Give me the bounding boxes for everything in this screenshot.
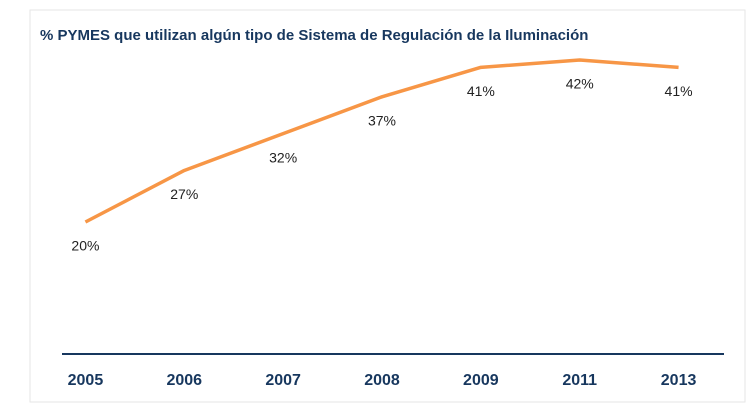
x-tick-label: 2011 <box>562 372 597 389</box>
chart-frame <box>29 9 746 403</box>
data-label: 32% <box>269 149 297 165</box>
data-label: 41% <box>467 83 495 99</box>
series-line <box>84 58 679 224</box>
x-tick-label: 2009 <box>463 372 499 389</box>
data-label: 37% <box>368 113 396 129</box>
chart-title: % PYMES que utilizan algún tipo de Siste… <box>40 27 588 44</box>
x-tick-label: 2006 <box>166 372 202 389</box>
x-tick-label: 2013 <box>661 372 697 389</box>
data-label: 41% <box>665 83 693 99</box>
x-tick-label: 2007 <box>265 372 301 389</box>
x-tick-label: 2005 <box>68 372 104 389</box>
data-label: 42% <box>566 76 594 92</box>
data-label: 20% <box>71 238 99 254</box>
x-tick-label: 2008 <box>364 372 400 389</box>
data-label: 27% <box>170 186 198 202</box>
